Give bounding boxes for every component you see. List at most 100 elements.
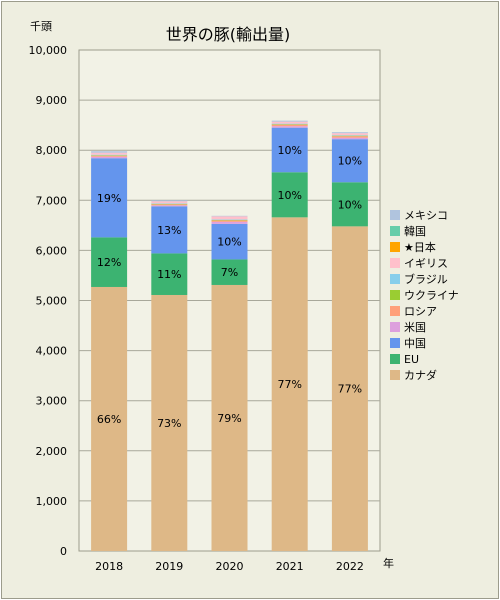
- x-tick-label: 2022: [336, 560, 364, 573]
- bar-segment: [91, 286, 128, 551]
- bar-segment: [331, 136, 368, 138]
- legend-label: ★日本: [404, 240, 436, 254]
- bar-segment: [331, 135, 368, 136]
- bar-segment: [331, 132, 368, 134]
- bar-segment: [331, 226, 368, 552]
- bar-segment: [211, 219, 248, 221]
- bar-segment: [151, 200, 188, 202]
- bar-segment: [211, 220, 248, 222]
- bar-segment: [91, 151, 128, 153]
- y-tick-label: 6,000: [36, 244, 68, 257]
- legend-label: ロシア: [404, 305, 437, 318]
- bar-segment: [271, 126, 308, 128]
- legend-swatch: [390, 338, 400, 348]
- y-tick-label: 2,000: [36, 445, 68, 458]
- x-tick-label: 2019: [155, 560, 183, 573]
- bar-segment: [271, 123, 308, 125]
- bar-segment: [331, 133, 368, 136]
- bar-segment: [151, 205, 188, 207]
- bar-segment: [91, 156, 128, 159]
- y-tick-label: 3,000: [36, 395, 68, 408]
- legend-label: イギリス: [404, 257, 448, 270]
- x-tick-label: 2020: [216, 560, 244, 573]
- legend-label: 米国: [404, 321, 426, 334]
- legend-label: EU: [404, 353, 419, 366]
- y-tick-label: 8,000: [36, 144, 68, 157]
- bar-segment: [151, 253, 188, 295]
- bar-segment: [271, 172, 308, 218]
- data-label: 73%: [157, 417, 181, 430]
- data-label: 66%: [97, 413, 121, 426]
- data-label: 10%: [217, 236, 241, 249]
- bar-segment: [271, 124, 308, 125]
- data-label: 7%: [221, 266, 238, 279]
- bar-segment: [211, 259, 248, 285]
- y-axis-unit: 千頭: [30, 20, 52, 33]
- bar-segment: [211, 223, 248, 260]
- legend-swatch: [390, 306, 400, 316]
- y-tick-labels: 0 1,000 2,000 3,000 4,000 5,000 6,000 7,000 8,00…: [29, 44, 68, 558]
- data-label: 10%: [338, 198, 362, 211]
- y-tick-label: 0: [60, 545, 67, 558]
- bar-segment: [271, 121, 308, 124]
- bar-segment: [271, 217, 308, 552]
- x-tick-labels: 2018 2019 2020 2021 2022: [95, 560, 364, 573]
- bar-segment: [151, 204, 188, 206]
- bar-segment: [331, 182, 368, 227]
- legend-swatch: [390, 274, 400, 284]
- legend-label: 中国: [404, 337, 426, 350]
- y-tick-label: 5,000: [36, 295, 68, 308]
- legend-label: ウクライナ: [404, 289, 459, 302]
- bar-segment: [211, 219, 248, 220]
- legend-label: カナダ: [404, 368, 437, 382]
- legend-swatch: [390, 210, 400, 220]
- bar-segment: [151, 294, 188, 551]
- data-label: 79%: [217, 412, 241, 425]
- y-tick-label: 9,000: [36, 94, 68, 107]
- x-tick-label: 2021: [276, 560, 304, 573]
- chart-title: 世界の豚(輸出量): [166, 25, 291, 44]
- bar-segment: [91, 155, 128, 157]
- legend-label: メキシコ: [404, 209, 448, 222]
- x-axis-unit: 年: [383, 556, 394, 570]
- legend-label: 韓国: [404, 225, 426, 238]
- bar-segment: [91, 155, 128, 156]
- bar-segment: [151, 201, 188, 204]
- bars: 66% 12% 19% 73% 11% 13% 79% 7% 10% 77% 10% 10% 77% 10…: [91, 120, 368, 552]
- bar-segment: [211, 284, 248, 551]
- bar-segment: [91, 152, 128, 155]
- legend-swatch: [390, 290, 400, 300]
- data-label: 77%: [277, 378, 301, 391]
- bar-segment: [91, 158, 128, 238]
- x-tick-label: 2018: [95, 560, 123, 573]
- bar-segment: [331, 137, 368, 140]
- legend-swatch: [390, 258, 400, 268]
- legend-swatch: [390, 354, 400, 364]
- bar-segment: [331, 139, 368, 183]
- bar-segment: [91, 237, 128, 287]
- data-label: 11%: [157, 268, 181, 281]
- legend-swatch: [390, 322, 400, 332]
- y-tick-label: 1,000: [36, 495, 68, 508]
- data-label: 10%: [338, 155, 362, 168]
- bar-segment: [331, 135, 368, 137]
- bar-segment: [91, 154, 128, 156]
- y-tick-label: 7,000: [36, 194, 68, 207]
- bar-segment: [211, 215, 248, 217]
- bar-segment: [151, 206, 188, 254]
- bar-segment: [151, 203, 188, 204]
- data-label: 77%: [338, 383, 362, 396]
- legend-swatch: [390, 242, 400, 252]
- bar-segment: [271, 124, 308, 127]
- bar-segment: [151, 203, 188, 205]
- y-tick-label: 4,000: [36, 345, 68, 358]
- data-label: 19%: [97, 192, 121, 205]
- y-tick-label: 10,000: [29, 44, 68, 57]
- bar-segment: [211, 216, 248, 220]
- bar-segment: [271, 120, 308, 122]
- legend-swatch: [390, 226, 400, 236]
- bar-segment: [211, 221, 248, 224]
- data-label: 10%: [277, 189, 301, 202]
